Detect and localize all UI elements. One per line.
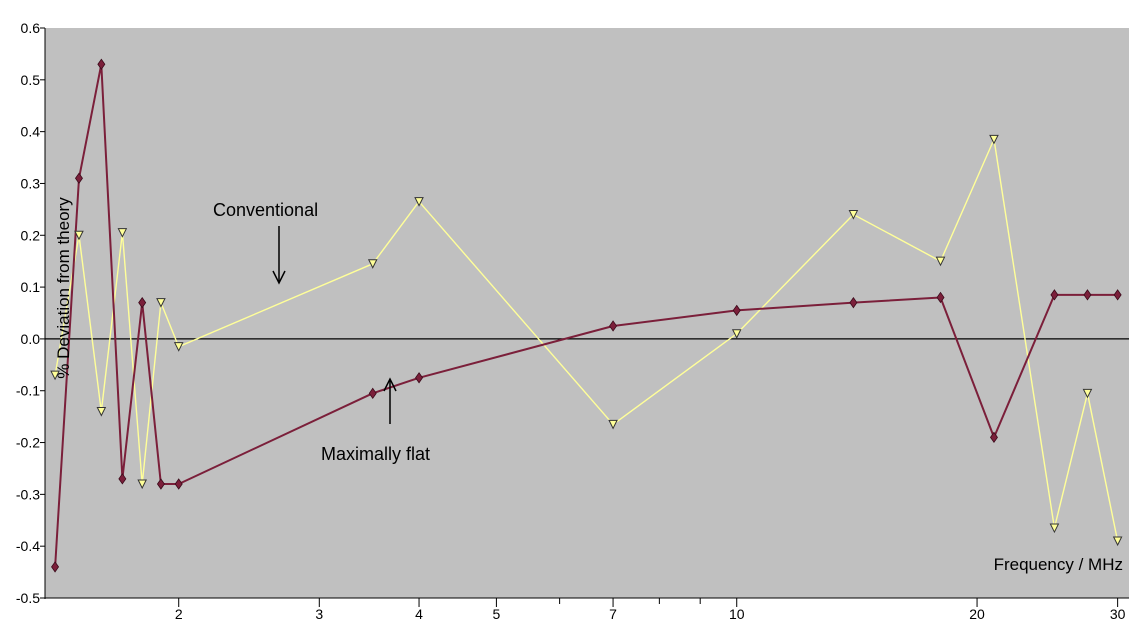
y-tick-label: -0.2	[16, 435, 40, 451]
data-point-conventional	[935, 256, 946, 267]
data-point-conventional	[1082, 388, 1093, 399]
data-point-maximally-flat	[174, 478, 183, 490]
y-axis-title: % Deviation from theory	[54, 197, 73, 379]
x-tick-label: 5	[493, 606, 501, 621]
x-tick-label: 30	[1110, 606, 1126, 621]
data-point-conventional	[989, 134, 999, 145]
y-tick-label: 0.5	[21, 72, 41, 88]
data-point-conventional	[848, 210, 859, 220]
data-point-conventional	[117, 228, 128, 238]
data-point-conventional	[1049, 523, 1060, 534]
data-point-conventional	[156, 298, 166, 308]
data-point-maximally-flat	[1113, 289, 1122, 301]
data-point-conventional	[608, 419, 618, 430]
data-point-maximally-flat	[74, 172, 83, 184]
x-tick-label: 7	[609, 606, 617, 621]
y-tick-label: -0.1	[16, 383, 40, 399]
y-tick-label: 0.4	[21, 124, 41, 140]
data-point-conventional	[1112, 536, 1123, 547]
data-point-conventional	[731, 329, 742, 339]
plot-area	[45, 28, 1129, 598]
x-tick-label: 4	[415, 606, 423, 621]
y-tick-label: 0.2	[21, 227, 41, 243]
x-tick-label: 2	[175, 606, 183, 621]
data-point-maximally-flat	[732, 304, 741, 317]
data-point-maximally-flat	[156, 478, 165, 490]
data-point-conventional	[137, 479, 147, 490]
y-tick-label: -0.4	[16, 538, 40, 554]
data-point-maximally-flat	[138, 296, 147, 309]
y-tick-label: 0.0	[21, 331, 41, 347]
data-point-maximally-flat	[849, 296, 858, 309]
y-tick-label: -0.5	[16, 590, 40, 606]
annotation-conventional: Conventional	[213, 200, 318, 220]
data-point-maximally-flat	[936, 291, 945, 304]
data-point-maximally-flat	[51, 561, 60, 573]
data-point-maximally-flat	[97, 58, 106, 70]
x-tick-label: 3	[315, 606, 323, 621]
data-point-conventional	[50, 370, 60, 381]
annotation-maximally-flat: Maximally flat	[321, 444, 430, 464]
data-point-maximally-flat	[609, 320, 618, 332]
data-point-maximally-flat	[368, 387, 377, 400]
annotation-arrowhead-conventional	[272, 270, 286, 285]
y-tick-label: 0.3	[21, 175, 41, 191]
data-point-maximally-flat	[415, 372, 424, 384]
data-point-maximally-flat	[1083, 289, 1092, 301]
x-axis-title: Frequency / MHz	[994, 555, 1123, 574]
y-tick-label: 0.6	[21, 20, 41, 36]
data-point-maximally-flat	[989, 431, 998, 444]
data-point-maximally-flat	[118, 473, 127, 485]
data-point-conventional	[367, 259, 378, 269]
y-tick-label: -0.3	[16, 486, 40, 502]
y-tick-label: 0.1	[21, 279, 41, 295]
data-point-conventional	[96, 406, 107, 417]
x-tick-label: 20	[969, 606, 985, 621]
data-point-conventional	[414, 197, 424, 207]
data-point-conventional	[74, 230, 84, 241]
annotation-arrowhead-maximally-flat	[383, 377, 397, 392]
data-point-maximally-flat	[1050, 289, 1059, 301]
data-point-conventional	[173, 342, 184, 352]
x-tick-label: 10	[729, 606, 745, 621]
